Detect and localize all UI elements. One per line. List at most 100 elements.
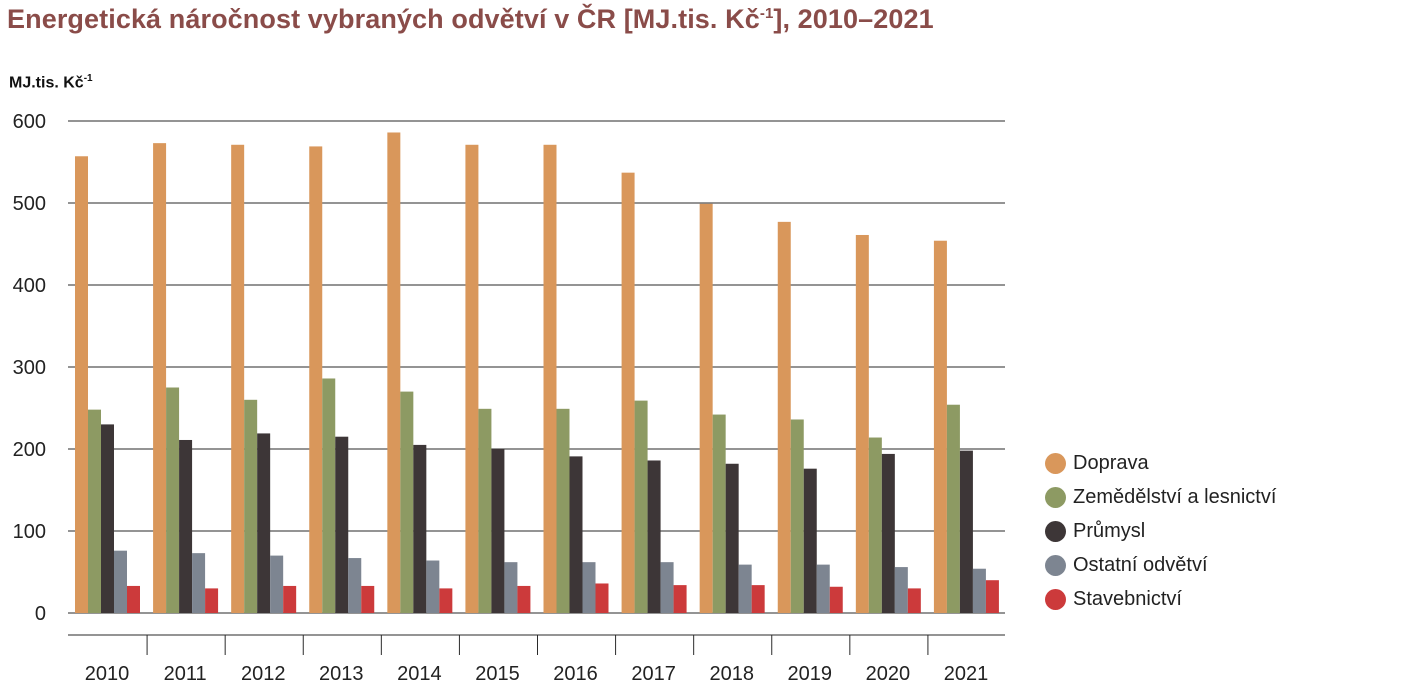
bar-stavebnictví-2014 bbox=[439, 588, 453, 613]
y-tick-label: 200 bbox=[13, 439, 46, 461]
bar-doprava-2012 bbox=[231, 144, 245, 613]
chart-title-superscript: -1 bbox=[759, 5, 774, 22]
y-axis-unit-text: MJ.tis. Kč bbox=[9, 74, 84, 92]
bar-ostatní-odvětví-2011 bbox=[192, 553, 206, 613]
bar-zemědělství-a-lesnictví-2019 bbox=[790, 419, 804, 613]
chart-title: Energetická náročnost vybraných odvětví … bbox=[7, 4, 934, 35]
bar-zemědělství-a-lesnictví-2017 bbox=[634, 400, 648, 613]
legend-label: Průmysl bbox=[1073, 519, 1146, 542]
bar-průmysl-2021 bbox=[959, 450, 973, 613]
bar-doprava-2013 bbox=[309, 146, 323, 614]
bar-průmysl-2015 bbox=[491, 449, 505, 613]
bar-stavebnictví-2012 bbox=[283, 585, 297, 613]
bar-doprava-2021 bbox=[933, 240, 947, 613]
y-axis-unit-superscript: -1 bbox=[83, 73, 93, 84]
bar-stavebnictví-2011 bbox=[205, 588, 219, 613]
bar-doprava-2015 bbox=[465, 144, 479, 613]
y-tick-label: 100 bbox=[13, 521, 46, 543]
bar-ostatní-odvětví-2020 bbox=[894, 567, 908, 613]
bar-stavebnictví-2015 bbox=[517, 585, 531, 613]
bar-zemědělství-a-lesnictví-2015 bbox=[478, 408, 492, 613]
bar-doprava-2019 bbox=[777, 221, 791, 614]
x-tick-label: 2021 bbox=[944, 663, 989, 685]
y-axis-unit: MJ.tis. Kč-1 bbox=[9, 73, 93, 92]
y-tick-label: 600 bbox=[13, 111, 46, 133]
gridlines bbox=[68, 120, 1005, 614]
bar-doprava-2017 bbox=[621, 172, 635, 613]
bar-ostatní-odvětví-2018 bbox=[738, 564, 752, 613]
x-tick-label: 2011 bbox=[164, 663, 207, 685]
bar-zemědělství-a-lesnictví-2020 bbox=[868, 437, 882, 613]
x-tick-label: 2012 bbox=[241, 663, 286, 685]
legend-label: Doprava bbox=[1073, 451, 1149, 474]
bar-ostatní-odvětví-2012 bbox=[270, 555, 284, 613]
bar-ostatní-odvětví-2021 bbox=[972, 568, 986, 613]
x-tick-label: 2018 bbox=[709, 663, 754, 685]
x-tick-label: 2016 bbox=[553, 663, 598, 685]
legend-swatch bbox=[1045, 520, 1066, 542]
bar-zemědělství-a-lesnictví-2012 bbox=[244, 399, 258, 613]
y-axis-ticks: 0 100 200 300 400 500 600 bbox=[13, 111, 46, 625]
bar-ostatní-odvětví-2015 bbox=[504, 562, 518, 613]
bar-průmysl-2020 bbox=[881, 453, 895, 613]
y-tick-label: 500 bbox=[13, 193, 46, 215]
legend-item: Průmysl bbox=[1045, 514, 1276, 548]
legend-swatch bbox=[1045, 588, 1066, 610]
legend-swatch bbox=[1045, 452, 1066, 474]
bar-stavebnictví-2019 bbox=[829, 586, 843, 613]
bar-doprava-2020 bbox=[855, 234, 869, 614]
legend-swatch bbox=[1045, 554, 1066, 576]
bar-průmysl-2013 bbox=[335, 436, 349, 613]
bar-průmysl-2012 bbox=[257, 433, 271, 613]
bar-průmysl-2017 bbox=[647, 460, 661, 613]
x-tick-label: 2020 bbox=[866, 663, 911, 685]
x-tick-label: 2017 bbox=[631, 663, 676, 685]
bar-stavebnictví-2020 bbox=[907, 588, 921, 613]
legend: Doprava Zemědělství a lesnictví Průmysl Ost… bbox=[1045, 446, 1276, 616]
bar-stavebnictví-2016 bbox=[595, 583, 609, 613]
bars bbox=[75, 132, 999, 614]
bar-doprava-2011 bbox=[153, 143, 167, 613]
chart-title-text: Energetická náročnost vybraných odvětví … bbox=[7, 4, 760, 34]
bar-zemědělství-a-lesnictví-2018 bbox=[712, 414, 726, 613]
bar-doprava-2014 bbox=[387, 132, 401, 614]
y-tick-label: 400 bbox=[13, 275, 46, 297]
bar-zemědělství-a-lesnictví-2016 bbox=[556, 408, 570, 613]
bar-stavebnictví-2017 bbox=[673, 585, 687, 613]
bar-průmysl-2014 bbox=[413, 444, 427, 613]
x-tick-label: 2015 bbox=[475, 663, 520, 685]
bar-průmysl-2016 bbox=[569, 456, 583, 613]
bar-doprava-2018 bbox=[699, 203, 713, 613]
legend-label: Stavebnictví bbox=[1073, 587, 1182, 610]
legend-label: Ostatní odvětví bbox=[1073, 553, 1208, 576]
bar-zemědělství-a-lesnictví-2014 bbox=[400, 391, 414, 613]
bar-zemědělství-a-lesnictví-2021 bbox=[946, 404, 960, 613]
bar-stavebnictví-2013 bbox=[361, 585, 375, 613]
bar-doprava-2016 bbox=[543, 144, 557, 613]
legend-item: Ostatní odvětví bbox=[1045, 548, 1276, 582]
y-tick-label: 0 bbox=[35, 603, 46, 625]
bar-ostatní-odvětví-2013 bbox=[348, 558, 362, 613]
bar-zemědělství-a-lesnictví-2010 bbox=[88, 409, 101, 613]
bar-ostatní-odvětví-2016 bbox=[582, 562, 596, 613]
bar-doprava-2010 bbox=[75, 156, 88, 613]
bar-ostatní-odvětví-2014 bbox=[426, 560, 440, 613]
legend-item: Zemědělství a lesnictví bbox=[1045, 480, 1276, 514]
legend-swatch bbox=[1045, 486, 1066, 508]
bar-stavebnictví-2010 bbox=[127, 585, 140, 613]
x-tick-label: 2014 bbox=[397, 663, 442, 685]
bar-zemědělství-a-lesnictví-2011 bbox=[166, 387, 180, 613]
x-tick-label: 2019 bbox=[788, 663, 833, 685]
bar-zemědělství-a-lesnictví-2013 bbox=[322, 378, 336, 613]
bar-ostatní-odvětví-2019 bbox=[816, 564, 830, 613]
legend-item: Doprava bbox=[1045, 446, 1276, 480]
x-tick-label: 2013 bbox=[319, 663, 364, 685]
y-tick-label: 300 bbox=[13, 357, 46, 379]
bar-stavebnictví-2021 bbox=[985, 580, 999, 613]
bar-průmysl-2011 bbox=[179, 439, 193, 613]
legend-label: Zemědělství a lesnictví bbox=[1073, 485, 1277, 508]
bar-ostatní-odvětví-2010 bbox=[114, 550, 127, 613]
bar-stavebnictví-2018 bbox=[751, 585, 765, 613]
bar-průmysl-2010 bbox=[101, 424, 114, 613]
